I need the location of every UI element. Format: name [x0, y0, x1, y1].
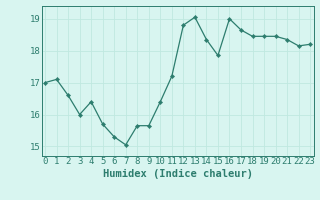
X-axis label: Humidex (Indice chaleur): Humidex (Indice chaleur): [103, 169, 252, 179]
